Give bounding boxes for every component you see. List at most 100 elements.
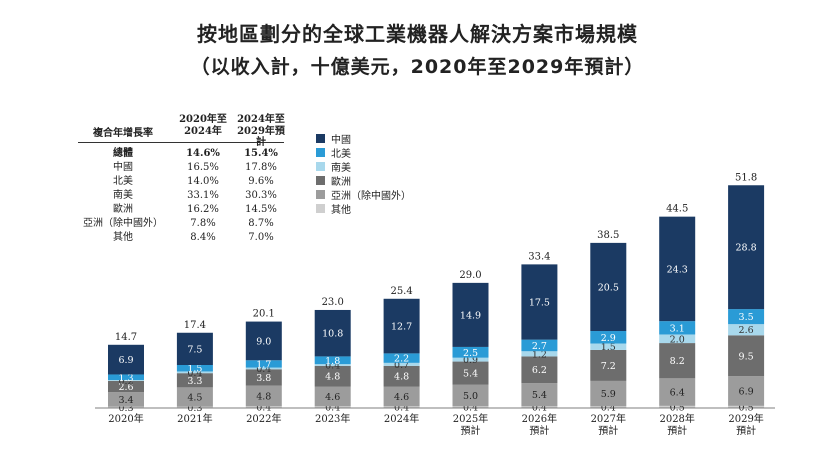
segment-label: 7.5	[187, 344, 202, 355]
cagr-value-2020-2024: 14.6%	[186, 148, 220, 159]
cagr-col2-line1: 2024年至	[237, 114, 285, 125]
bar-segment-north-america	[108, 374, 144, 381]
segment-label: 6.4	[670, 388, 685, 399]
segment-label: 5.4	[463, 369, 478, 380]
segment-label: 6.9	[739, 387, 754, 398]
x-tick-label: 預計	[598, 424, 618, 437]
bar-segment-south-america	[590, 343, 627, 350]
segment-label: 3.1	[670, 323, 685, 334]
segment-label: 4.6	[394, 392, 409, 403]
segment-label: 2.2	[394, 354, 409, 365]
legend-swatch	[316, 175, 325, 185]
bar-segment-south-america	[521, 351, 558, 357]
bar-total-label: 33.4	[528, 251, 550, 262]
bar-segment-china	[176, 332, 213, 365]
bar-segment-south-america	[176, 371, 213, 374]
cagr-value-2020-2024: 7.8%	[190, 218, 216, 229]
segment-label: 2.5	[463, 348, 478, 359]
segment-label: 10.8	[322, 329, 343, 340]
legend-swatch	[316, 161, 325, 171]
segment-label: 2.0	[670, 334, 685, 345]
legend-label: 北美	[331, 148, 351, 160]
legend-item-south-america: 南美	[316, 159, 411, 174]
bar-segment-europe	[728, 335, 765, 377]
bar-segment-asia-ex-china	[108, 392, 144, 407]
legend-item-europe: 歐洲	[316, 173, 411, 188]
segment-label: 0.4	[325, 361, 340, 372]
segment-label: 9.5	[739, 351, 754, 362]
cagr-value-2024-2029: 14.5%	[245, 204, 277, 215]
cagr-region: 其他	[113, 232, 133, 243]
bar-segment-north-america	[383, 353, 420, 363]
bar-segment-china	[728, 185, 765, 310]
segment-label: 3.8	[256, 373, 271, 384]
bar-segment-china	[383, 298, 420, 354]
x-tick-label: 2020年	[108, 412, 143, 425]
cagr-col1-line2: 2024年	[184, 126, 222, 137]
bar-segment-europe	[383, 365, 420, 387]
x-tick-label: 預計	[461, 424, 481, 437]
cagr-region: 南美	[113, 190, 133, 201]
x-tick-label: 預計	[736, 424, 756, 437]
segment-label: 14.9	[460, 310, 481, 321]
x-tick-label: 2021年	[177, 412, 212, 425]
bar-segment-south-america	[452, 357, 489, 362]
legend-label: 其他	[331, 204, 351, 216]
segment-label: 1.2	[532, 349, 547, 360]
chart-legend: 中國 北美 南美 歐洲 亞洲（除中國外） 其他	[316, 131, 411, 216]
cagr-col1-line1: 2020年至	[179, 114, 227, 125]
cagr-row: 南美 33.1% 30.3%	[78, 189, 284, 203]
bar-segment-south-america	[728, 324, 765, 336]
bar-segment-other	[108, 406, 144, 408]
legend-swatch	[316, 189, 325, 199]
segment-label: 2.6	[739, 325, 754, 336]
segment-label: 3.3	[187, 376, 202, 387]
cagr-table-header: 複合年增長率 2020年至 2024年 2024年至 2029年預計	[78, 112, 285, 148]
segment-label: 4.8	[256, 391, 271, 402]
bar-segment-north-america	[728, 309, 765, 325]
legend-swatch	[316, 133, 325, 143]
bar-segment-asia-ex-china	[659, 378, 696, 406]
bar-total-label: 51.8	[735, 172, 757, 183]
bar-segment-other	[659, 405, 696, 408]
segment-label: 6.2	[532, 365, 547, 376]
x-tick-label: 預計	[529, 424, 549, 437]
bar-total-label: 29.0	[459, 270, 481, 281]
bar-segment-asia-ex-china	[452, 384, 489, 407]
segment-label: 12.7	[391, 322, 412, 333]
segment-label: 24.3	[667, 264, 688, 275]
segment-label: 2.6	[118, 382, 133, 393]
segment-label: 8.2	[670, 356, 685, 367]
bar-segment-north-america	[314, 356, 351, 365]
bar-segment-north-america	[452, 346, 489, 358]
segment-label: 1.5	[187, 364, 202, 375]
bar-segment-other	[521, 406, 558, 408]
segment-label: 3.5	[739, 312, 754, 323]
cagr-row: 北美 14.0% 9.6%	[78, 175, 284, 189]
bar-segment-china	[659, 216, 696, 322]
segment-label: 3.4	[118, 395, 133, 406]
cagr-value-2020-2024: 16.2%	[187, 204, 219, 215]
bar-total-label: 23.0	[322, 297, 344, 308]
cagr-row: 亞洲（除中國外） 7.8% 8.7%	[78, 217, 284, 231]
segment-label: 1.3	[118, 373, 133, 384]
segment-label: 7.2	[601, 361, 616, 372]
segment-label: 2.7	[532, 341, 547, 352]
legend-label: 亞洲（除中國外）	[331, 190, 411, 202]
bar-segment-north-america	[176, 365, 213, 372]
bar-segment-europe	[452, 361, 489, 385]
cagr-value-2020-2024: 16.5%	[187, 162, 219, 173]
bar-segment-europe	[176, 373, 213, 388]
bar-total-label: 38.5	[597, 230, 619, 241]
segment-label: 5.9	[601, 389, 616, 400]
x-tick-label: 預計	[667, 424, 687, 437]
segment-label: 0.7	[394, 360, 409, 371]
bar-segment-europe	[108, 380, 144, 393]
legend-item-other: 其他	[316, 201, 411, 216]
segment-label: 1.8	[325, 356, 340, 367]
segment-label: 4.8	[325, 372, 340, 383]
bar-segment-asia-ex-china	[590, 380, 627, 407]
cagr-region: 中國	[113, 162, 133, 173]
segment-label: 0.4	[256, 364, 271, 375]
cagr-value-2024-2029: 15.4%	[244, 148, 278, 159]
